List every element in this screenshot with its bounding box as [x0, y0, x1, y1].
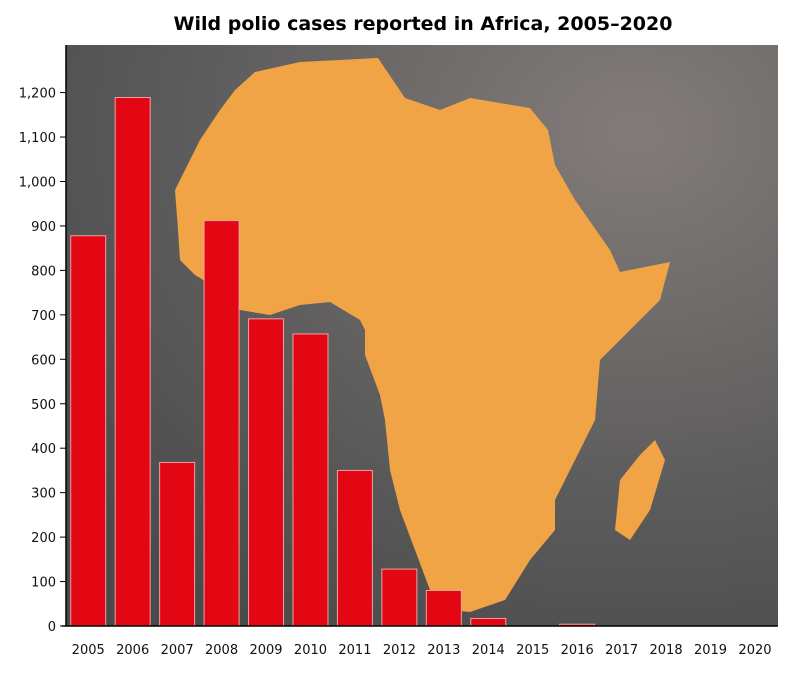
bar-2010: [292, 333, 329, 627]
y-tick-label: 700: [31, 309, 56, 324]
bar-2014: [470, 617, 507, 627]
x-tick-label: 2014: [472, 643, 505, 658]
y-tick-label: 600: [31, 353, 56, 368]
x-tick-label: 2020: [738, 643, 771, 658]
y-tick-label: 1,200: [19, 87, 56, 102]
x-tick-label: 2019: [694, 643, 727, 658]
x-tick-label: 2009: [249, 643, 282, 658]
x-tick-label: 2010: [294, 643, 327, 658]
africa-continent: [175, 58, 670, 612]
africa-map: [175, 58, 670, 612]
x-tick-label: 2012: [383, 643, 416, 658]
y-tick-label: 500: [31, 398, 56, 413]
y-tick-label: 1,000: [19, 176, 56, 191]
x-tick-label: 2005: [72, 643, 105, 658]
x-tick-label: 2007: [161, 643, 194, 658]
y-tick-label: 100: [31, 576, 56, 591]
bar-2008: [203, 220, 240, 627]
chart-title: Wild polio cases reported in Africa, 200…: [174, 13, 673, 35]
x-tick-label: 2008: [205, 643, 238, 658]
x-tick-label: 2017: [605, 643, 638, 658]
bar-2012: [381, 568, 418, 627]
y-tick-label: 300: [31, 487, 56, 502]
x-tick-label: 2013: [427, 643, 460, 658]
y-tick-label: 1,100: [19, 131, 56, 146]
y-tick-label: 800: [31, 264, 56, 279]
x-tick-label: 2006: [116, 643, 149, 658]
y-tick-label: 200: [31, 531, 56, 546]
x-tick-label: 2016: [561, 643, 594, 658]
y-tick-label: 400: [31, 442, 56, 457]
bar-2013: [425, 589, 462, 627]
y-tick-label: 0: [48, 620, 56, 635]
bar-2005: [70, 235, 107, 627]
bar-2007: [159, 461, 196, 627]
x-tick-label: 2015: [516, 643, 549, 658]
bar-2011: [336, 469, 373, 627]
x-tick-label: 2018: [650, 643, 683, 658]
madagascar: [615, 440, 665, 540]
bar-2009: [248, 318, 285, 627]
y-tick-label: 900: [31, 220, 56, 235]
bar-2006: [114, 96, 151, 627]
x-tick-label: 2011: [338, 643, 371, 658]
